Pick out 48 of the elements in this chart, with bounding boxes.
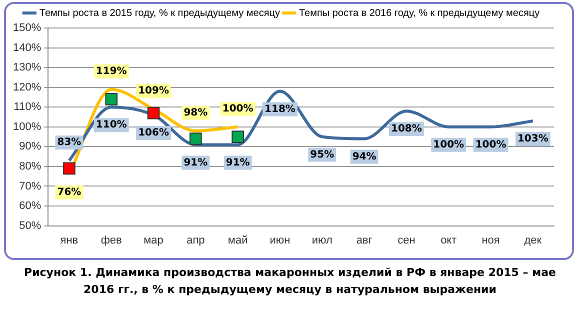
x-tick-label: сен bbox=[398, 234, 416, 246]
point bbox=[105, 93, 118, 106]
data-label: 108% bbox=[391, 124, 422, 135]
y-tick-label: 50% bbox=[19, 220, 42, 232]
y-tick-label: 150% bbox=[12, 22, 42, 34]
data-label: 109% bbox=[138, 86, 169, 97]
data-label: 98% bbox=[184, 107, 208, 118]
point bbox=[232, 130, 244, 143]
data-label: 103% bbox=[517, 134, 548, 145]
data-label: 118% bbox=[264, 104, 296, 115]
point bbox=[190, 132, 202, 145]
point bbox=[147, 106, 160, 120]
y-tick-label: 140% bbox=[12, 42, 42, 54]
data-label: 83% bbox=[57, 137, 82, 148]
data-label: 100% bbox=[475, 139, 506, 150]
y-tick-label: 60% bbox=[19, 200, 42, 212]
x-tick-label: апр bbox=[186, 234, 205, 246]
data-label: 94% bbox=[352, 151, 376, 162]
x-tick-label: авг bbox=[356, 234, 372, 246]
y-tick-label: 80% bbox=[19, 160, 42, 172]
data-label: 76% bbox=[57, 186, 82, 198]
x-tick-label: фев bbox=[100, 234, 122, 246]
data-label: 100% bbox=[222, 103, 254, 114]
data-label: 91% bbox=[226, 157, 250, 168]
y-tick-label: 120% bbox=[12, 81, 42, 94]
x-tick-label: окт bbox=[440, 234, 457, 246]
x-tick-label: ноя bbox=[482, 234, 500, 246]
y-tick-label: 90% bbox=[19, 140, 42, 153]
x-tick-label: июн bbox=[270, 234, 290, 246]
y-tick-label: 70% bbox=[19, 180, 42, 192]
data-label: 100% bbox=[433, 139, 464, 150]
data-label: 95% bbox=[310, 149, 334, 160]
x-tick-label: июл bbox=[312, 234, 332, 246]
point bbox=[63, 162, 76, 175]
text: Рисунок 1. Динамика производства макаронных изделий в РФ в январе 2015 – мае 2016 гг., в % к предыдущему месяцу в натуральном выражении bbox=[23, 265, 557, 298]
data-label: 110% bbox=[96, 120, 127, 131]
x-tick-label: дек bbox=[524, 234, 542, 246]
x-tick-label: янв bbox=[60, 234, 78, 246]
legend-label: Темпы роста в 2016 году, % к предыдущему месяцу bbox=[299, 8, 540, 19]
y-tick-label: 100% bbox=[12, 120, 42, 133]
data-label: 91% bbox=[184, 157, 208, 168]
data-label: 119% bbox=[96, 66, 127, 77]
x-tick-label: май bbox=[228, 234, 248, 246]
legend-label: Темпы роста в 2015 году, % к предыдущему месяцу bbox=[39, 8, 280, 19]
y-tick-label: 110% bbox=[14, 101, 42, 114]
y-tick-label: 130% bbox=[12, 62, 42, 74]
data-label: 106% bbox=[138, 128, 169, 139]
x-tick-label: мар bbox=[144, 234, 164, 246]
